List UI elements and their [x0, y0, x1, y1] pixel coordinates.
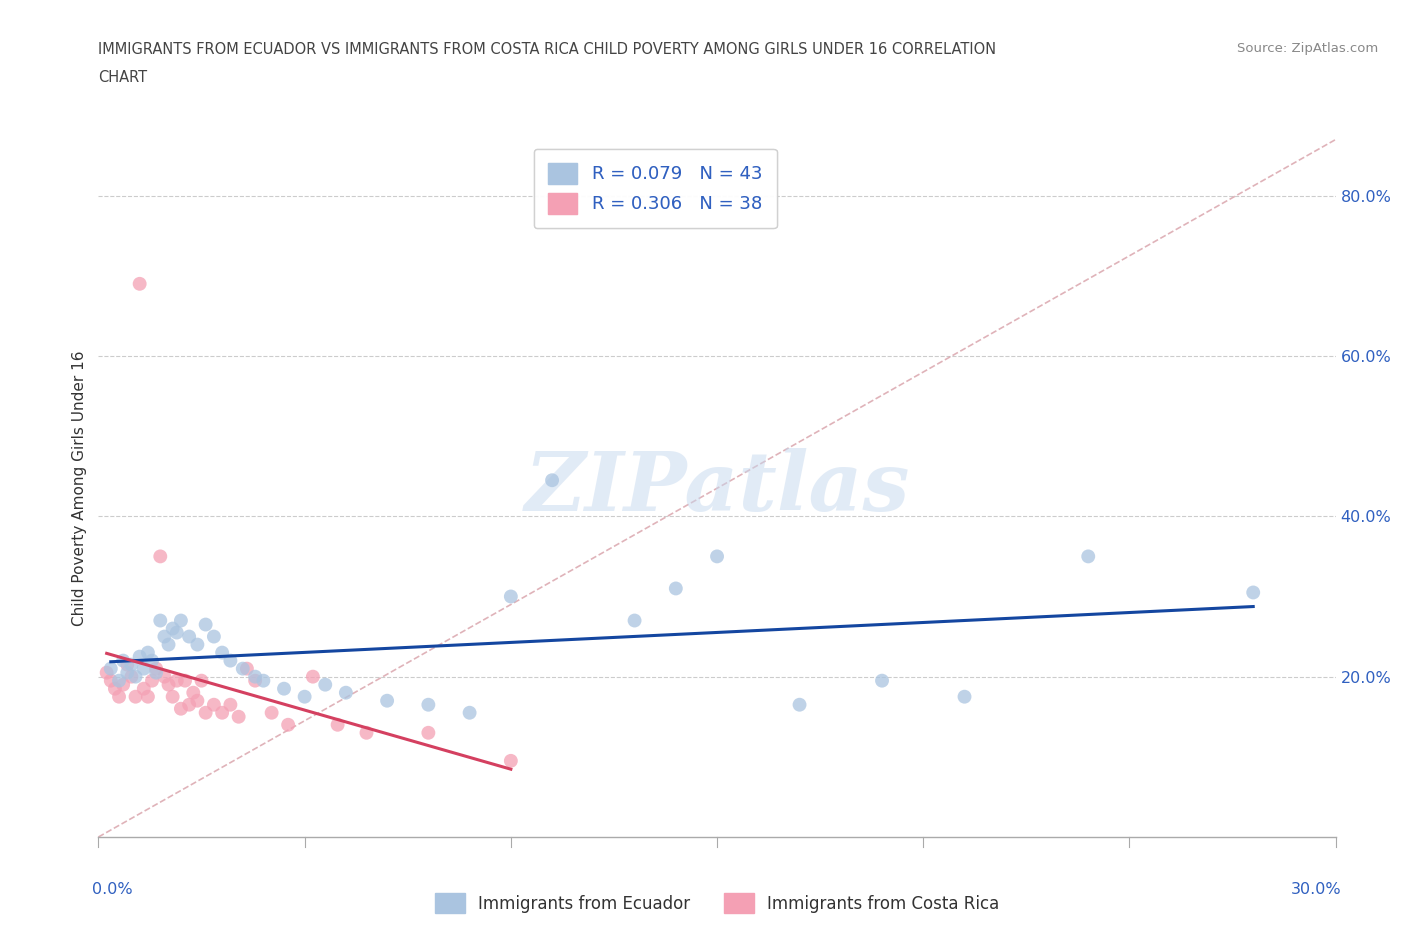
Point — [458, 705, 481, 720]
Point — [100, 673, 122, 688]
Point — [128, 276, 150, 291]
Point — [706, 549, 728, 564]
Point — [162, 689, 184, 704]
Point — [335, 685, 357, 700]
Point — [112, 653, 135, 668]
Text: Source: ZipAtlas.com: Source: ZipAtlas.com — [1237, 42, 1378, 55]
Point — [104, 682, 127, 697]
Point — [145, 665, 167, 680]
Point — [128, 649, 150, 664]
Point — [356, 725, 378, 740]
Point — [141, 673, 163, 688]
Text: 0.0%: 0.0% — [93, 883, 132, 897]
Point — [665, 581, 688, 596]
Text: IMMIGRANTS FROM ECUADOR VS IMMIGRANTS FROM COSTA RICA CHILD POVERTY AMONG GIRLS : IMMIGRANTS FROM ECUADOR VS IMMIGRANTS FR… — [98, 42, 997, 57]
Point — [179, 629, 201, 644]
Point — [124, 670, 146, 684]
Point — [232, 661, 254, 676]
Point — [302, 670, 325, 684]
Point — [170, 701, 193, 716]
Point — [120, 658, 142, 672]
Point — [202, 629, 225, 644]
Point — [194, 705, 217, 720]
Point — [277, 717, 299, 732]
Point — [136, 689, 159, 704]
Point — [294, 689, 316, 704]
Point — [166, 673, 188, 688]
Point — [166, 625, 188, 640]
Point — [219, 653, 242, 668]
Point — [870, 673, 893, 688]
Point — [252, 673, 274, 688]
Point — [219, 698, 242, 712]
Point — [108, 689, 131, 704]
Point — [112, 677, 135, 692]
Point — [157, 637, 180, 652]
Point — [375, 693, 398, 708]
Point — [273, 682, 295, 697]
Point — [117, 658, 139, 672]
Point — [153, 629, 176, 644]
Point — [186, 693, 208, 708]
Point — [157, 677, 180, 692]
Point — [179, 698, 201, 712]
Point — [499, 589, 522, 604]
Point — [194, 618, 217, 632]
Text: 30.0%: 30.0% — [1291, 883, 1341, 897]
Point — [170, 613, 193, 628]
Point — [141, 653, 163, 668]
Point — [211, 705, 233, 720]
Point — [149, 549, 172, 564]
Point — [120, 670, 142, 684]
Point — [186, 637, 208, 652]
Point — [136, 645, 159, 660]
Point — [202, 698, 225, 712]
Text: CHART: CHART — [98, 70, 148, 85]
Legend: R = 0.079   N = 43, R = 0.306   N = 38: R = 0.079 N = 43, R = 0.306 N = 38 — [534, 149, 776, 228]
Y-axis label: Child Poverty Among Girls Under 16: Child Poverty Among Girls Under 16 — [72, 351, 87, 626]
Point — [132, 682, 155, 697]
Point — [789, 698, 811, 712]
Point — [153, 670, 176, 684]
Point — [132, 661, 155, 676]
Point — [243, 670, 266, 684]
Point — [228, 710, 250, 724]
Point — [623, 613, 645, 628]
Point — [117, 665, 139, 680]
Point — [96, 665, 118, 680]
Point — [145, 661, 167, 676]
Point — [162, 621, 184, 636]
Point — [1077, 549, 1099, 564]
Point — [418, 698, 440, 712]
Point — [326, 717, 349, 732]
Point — [149, 613, 172, 628]
Text: ZIPatlas: ZIPatlas — [524, 448, 910, 528]
Point — [953, 689, 976, 704]
Point — [418, 725, 440, 740]
Point — [541, 472, 564, 487]
Point — [190, 673, 212, 688]
Point — [236, 661, 259, 676]
Point — [124, 689, 146, 704]
Point — [243, 673, 266, 688]
Point — [260, 705, 283, 720]
Point — [1241, 585, 1264, 600]
Point — [100, 661, 122, 676]
Point — [499, 753, 522, 768]
Point — [314, 677, 336, 692]
Point — [108, 673, 131, 688]
Point — [211, 645, 233, 660]
Point — [181, 685, 204, 700]
Point — [174, 673, 197, 688]
